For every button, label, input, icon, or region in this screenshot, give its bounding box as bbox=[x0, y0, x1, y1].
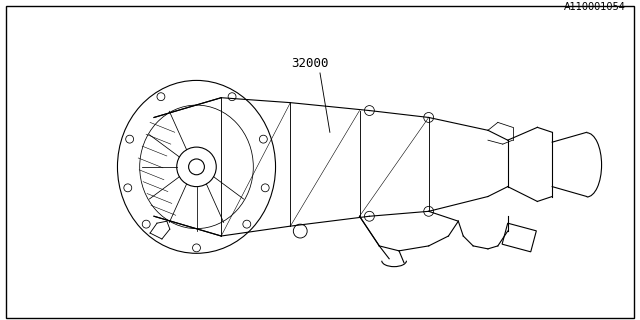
Circle shape bbox=[124, 184, 132, 192]
Text: 32000: 32000 bbox=[291, 57, 329, 70]
Circle shape bbox=[142, 220, 150, 228]
Bar bbox=[502, 223, 536, 252]
Text: A110001054: A110001054 bbox=[564, 2, 627, 12]
Circle shape bbox=[228, 93, 236, 101]
Circle shape bbox=[193, 244, 200, 252]
Circle shape bbox=[157, 93, 165, 101]
Circle shape bbox=[364, 211, 374, 221]
Circle shape bbox=[424, 206, 434, 216]
Circle shape bbox=[243, 220, 251, 228]
Circle shape bbox=[424, 113, 434, 123]
Circle shape bbox=[364, 106, 374, 116]
Circle shape bbox=[125, 135, 134, 143]
Circle shape bbox=[261, 184, 269, 192]
Circle shape bbox=[259, 135, 268, 143]
